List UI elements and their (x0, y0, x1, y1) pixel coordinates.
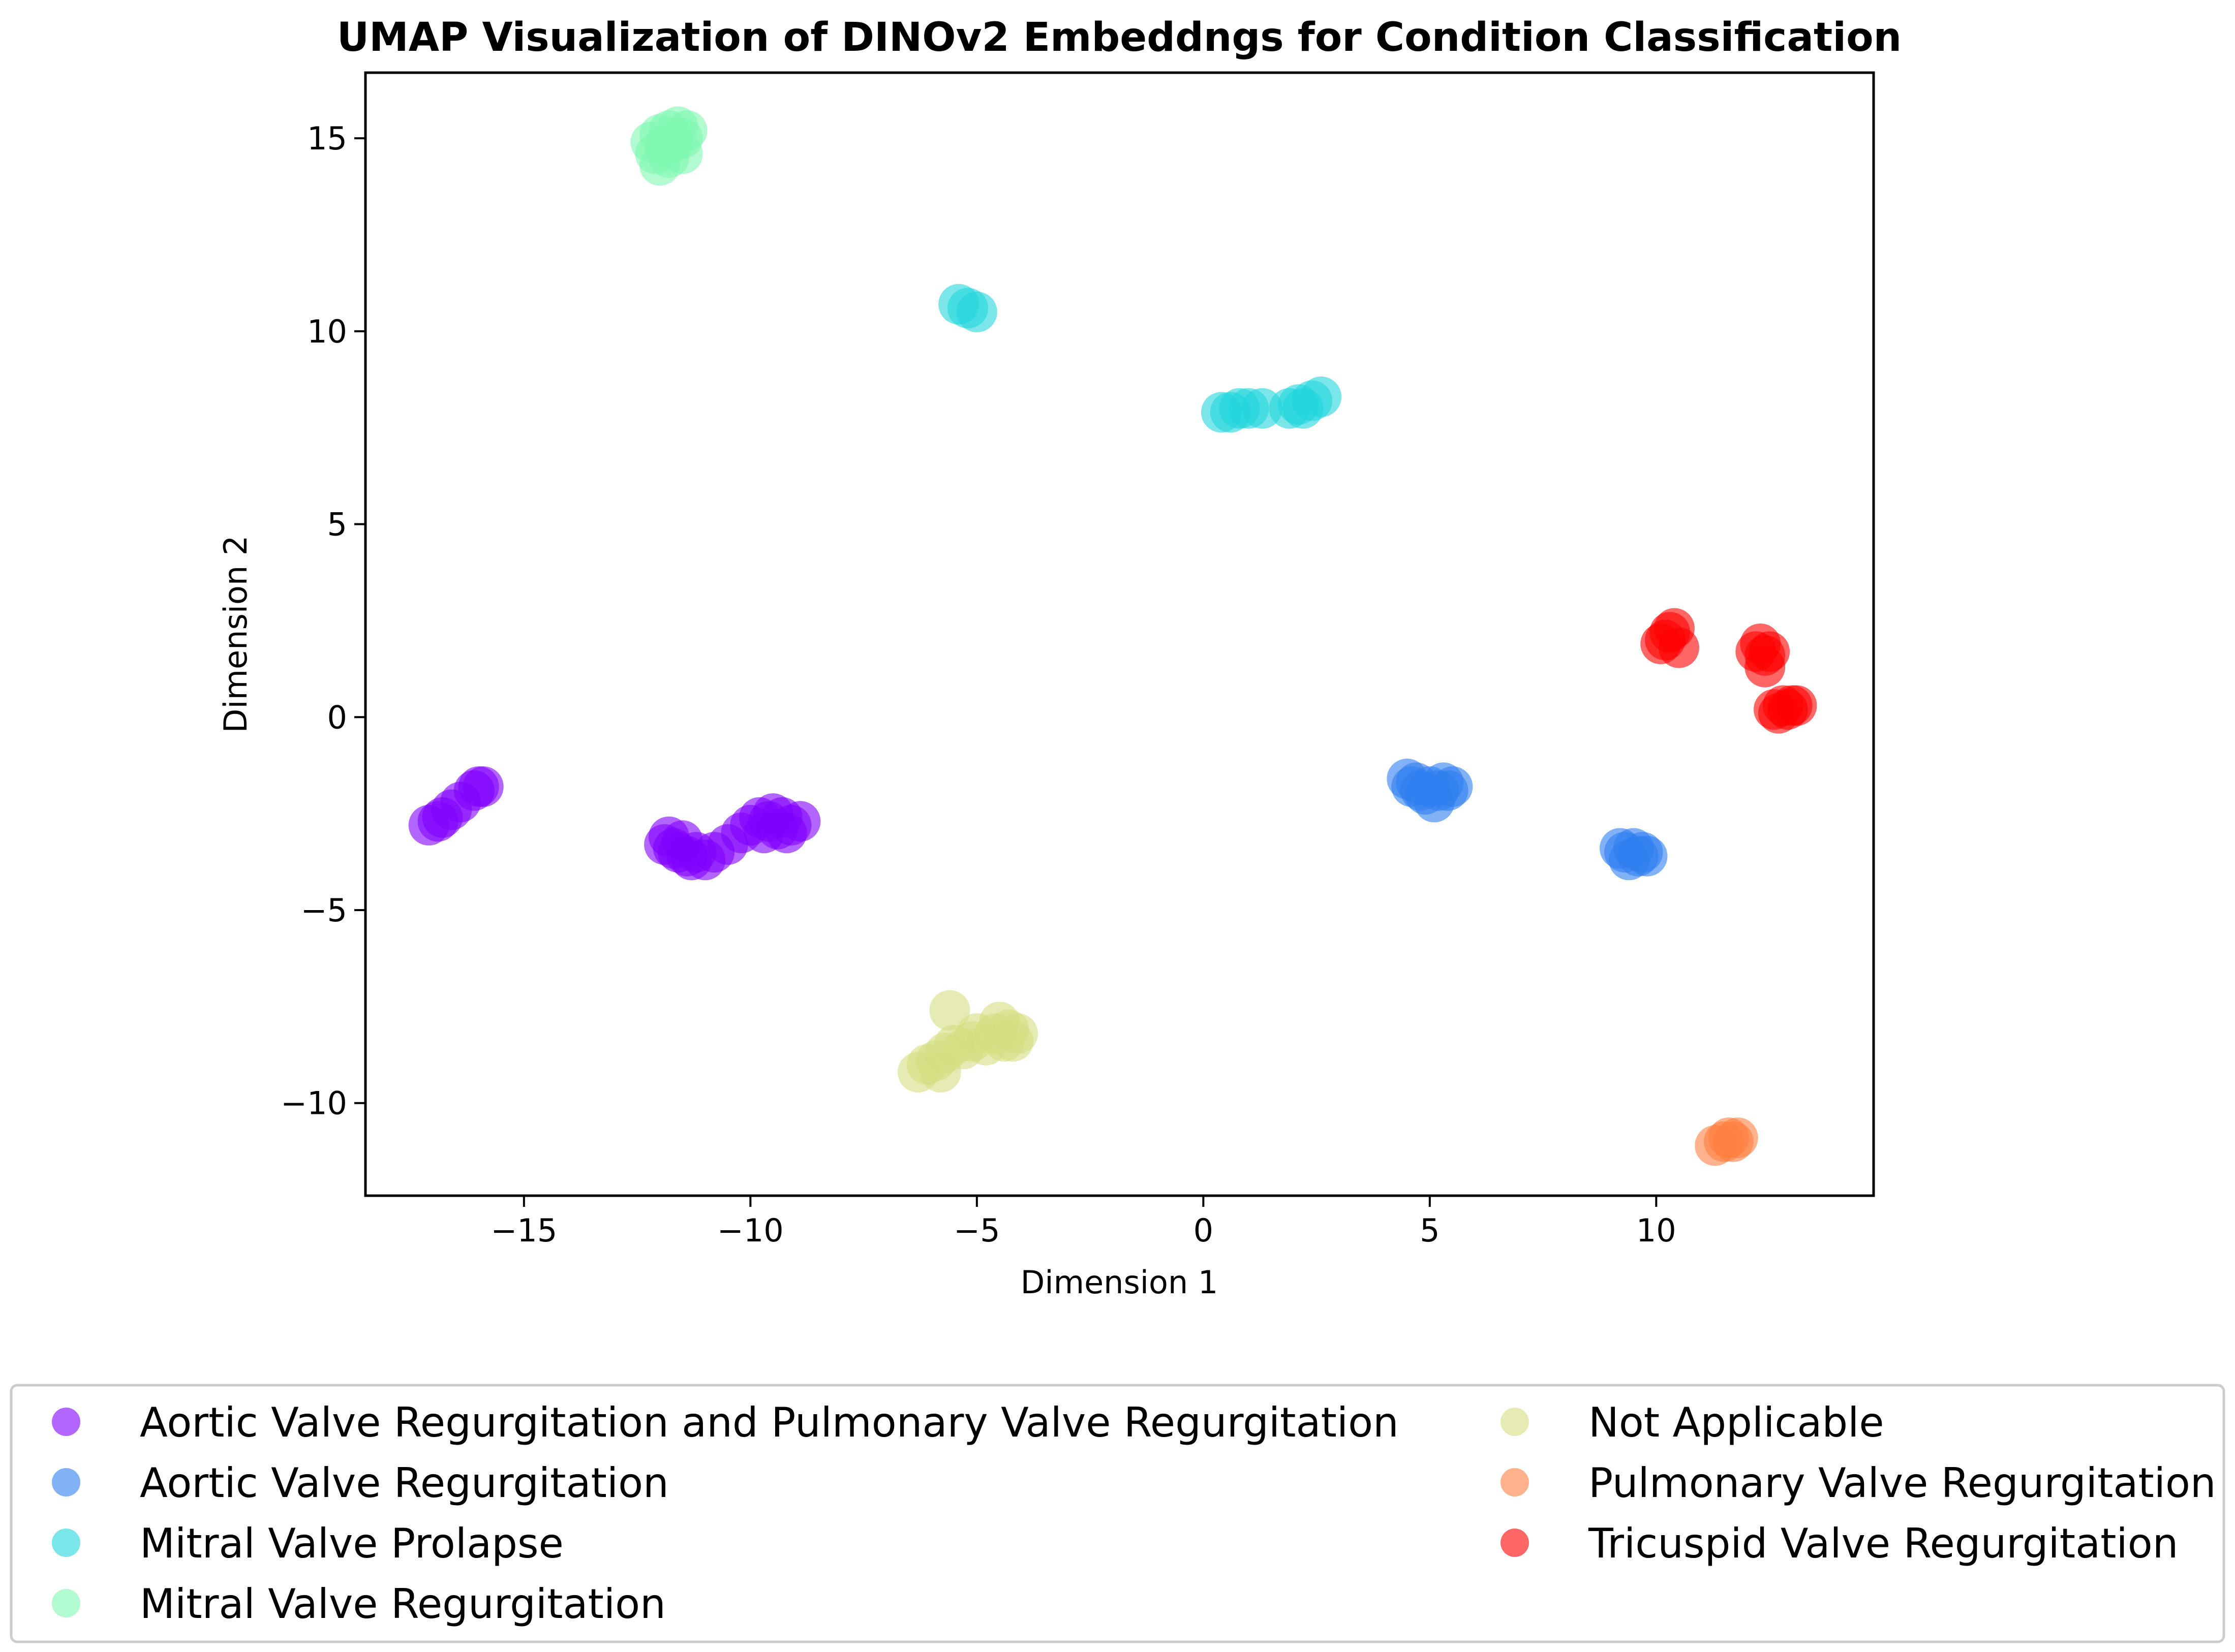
legend-label: Mitral Valve Regurgitation (140, 1580, 666, 1628)
y-axis-ticks: −10 −5 0 5 10 15 (281, 120, 365, 1122)
series-3 (630, 106, 708, 186)
plot-frame (364, 71, 1875, 1197)
y-tick-label: 10 (307, 313, 347, 350)
x-axis-ticks: −15 −10 −5 0 5 10 (491, 1196, 1676, 1249)
legend-item: Pulmonary Valve Regurgitation (1501, 1459, 2216, 1507)
x-tick-label: −10 (717, 1212, 784, 1249)
series-4 (898, 990, 1038, 1093)
scatter-point (997, 1013, 1038, 1054)
series-5 (1695, 1117, 1758, 1166)
series-6 (1640, 608, 1817, 734)
y-tick-label: −5 (301, 892, 347, 929)
legend-marker (52, 1529, 80, 1557)
legend-label: Pulmonary Valve Regurgitation (1588, 1459, 2216, 1507)
scatter-point (1432, 766, 1473, 807)
legend-label: Mitral Valve Prolapse (140, 1520, 564, 1567)
scatter-point (1301, 376, 1341, 417)
scatter-point (463, 766, 504, 807)
legend-item: Aortic Valve Regurgitation and Pulmonary… (52, 1399, 1399, 1446)
legend: Aortic Valve Regurgitation and Pulmonary… (10, 1384, 2225, 1643)
scatter-point (780, 801, 821, 842)
legend-marker (1501, 1529, 1529, 1557)
legend-frame (10, 1384, 2225, 1643)
x-axis-label: Dimension 1 (1021, 1264, 1218, 1301)
legend-item: Mitral Valve Prolapse (52, 1520, 564, 1567)
x-tick-label: 0 (1193, 1212, 1213, 1249)
legend-item: Tricuspid Valve Regurgitation (1501, 1520, 2178, 1567)
series-2 (938, 284, 1341, 433)
legend-item: Aortic Valve Regurgitation (52, 1459, 669, 1507)
x-tick-label: 5 (1420, 1212, 1440, 1249)
legend-marker (52, 1408, 80, 1436)
scatter-point (1658, 627, 1699, 668)
legend-marker (52, 1468, 80, 1497)
data-points (408, 106, 1817, 1166)
y-tick-label: 15 (307, 120, 347, 157)
series-0 (408, 766, 821, 881)
legend-label: Tricuspid Valve Regurgitation (1588, 1520, 2178, 1567)
series-1 (1387, 758, 1668, 881)
y-axis-label: Dimension 2 (217, 536, 254, 733)
scatter-point (1749, 631, 1790, 672)
y-tick-label: 5 (327, 506, 347, 543)
scatter-point (929, 990, 970, 1031)
legend-marker (52, 1589, 80, 1617)
legend-label: Aortic Valve Regurgitation (140, 1459, 669, 1507)
scatter-point (956, 291, 997, 332)
scatter-point (666, 110, 708, 151)
plot-area: −15 −10 −5 0 5 10 −10 −5 0 5 10 15 (281, 71, 1875, 1249)
chart-title: UMAP Visualization of DINOv2 Embeddngs f… (337, 15, 1902, 60)
legend-marker (1501, 1468, 1529, 1497)
legend-marker (1501, 1408, 1529, 1436)
legend-items: Aortic Valve Regurgitation and Pulmonary… (52, 1399, 2216, 1628)
legend-item: Not Applicable (1501, 1399, 1884, 1446)
scatter-point (1776, 685, 1817, 726)
y-tick-label: −10 (281, 1085, 347, 1122)
legend-item: Mitral Valve Regurgitation (52, 1580, 666, 1628)
x-tick-label: −5 (954, 1212, 1000, 1249)
legend-label: Aortic Valve Regurgitation and Pulmonary… (140, 1399, 1399, 1446)
legend-label: Not Applicable (1588, 1399, 1884, 1446)
scatter-point (1717, 1117, 1758, 1159)
scatter-point (1627, 835, 1668, 877)
x-tick-label: 10 (1636, 1212, 1676, 1249)
y-tick-label: 0 (327, 699, 347, 736)
x-tick-label: −15 (491, 1212, 557, 1249)
